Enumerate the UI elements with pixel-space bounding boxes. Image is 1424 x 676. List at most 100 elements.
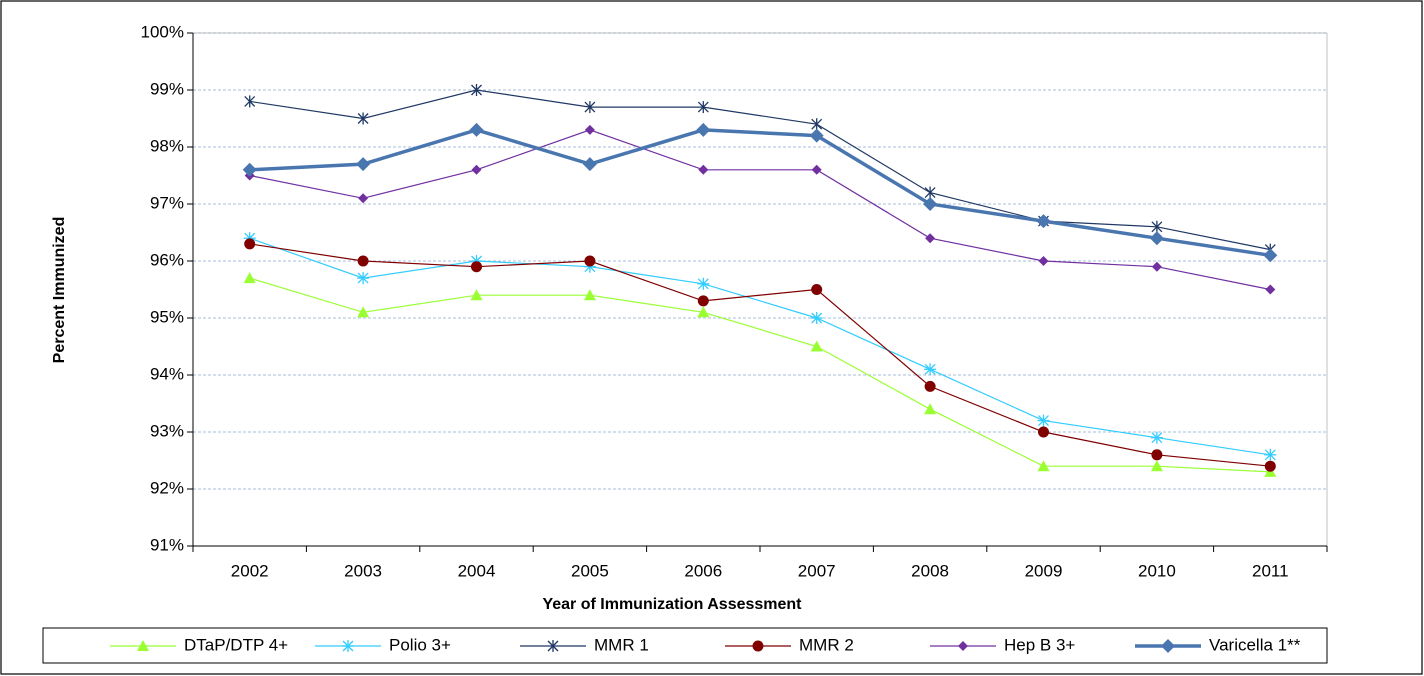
marker (697, 101, 709, 114)
marker-part (697, 306, 710, 318)
x-tick-label: 2002 (231, 561, 269, 580)
x-tick-label: 2010 (1138, 561, 1176, 580)
marker (358, 193, 369, 204)
marker-part (1149, 231, 1164, 246)
marker-part (582, 157, 597, 172)
marker-part (923, 197, 938, 211)
marker (471, 84, 482, 96)
marker-part (1038, 256, 1049, 266)
marker-part (583, 289, 596, 301)
marker (547, 640, 559, 652)
marker (923, 197, 938, 211)
y-tick-label: 100% (141, 22, 184, 41)
x-tick-label: 2003 (344, 561, 382, 580)
series-line (249, 243, 1271, 467)
marker (924, 363, 937, 376)
series-line (249, 129, 1271, 291)
marker (584, 101, 596, 114)
marker (584, 124, 595, 135)
marker (1036, 214, 1051, 229)
x-axis-title: Year of Immunization Assessment (542, 596, 802, 613)
marker-part (1161, 639, 1175, 653)
marker (243, 272, 256, 284)
marker-part (584, 255, 596, 267)
marker (583, 289, 596, 301)
x-tick-label: 2011 (1252, 561, 1289, 580)
marker (1150, 431, 1163, 444)
x-tick-label: 2007 (798, 561, 836, 580)
marker (471, 164, 482, 175)
marker (924, 380, 936, 392)
marker (244, 95, 256, 108)
marker-part (1151, 261, 1162, 272)
marker (811, 164, 822, 175)
marker (137, 640, 149, 651)
marker-part (810, 340, 823, 352)
y-tick-label: 93% (150, 421, 184, 440)
marker (1150, 460, 1163, 472)
marker (1038, 256, 1049, 266)
marker-part (958, 641, 968, 651)
marker-part (469, 122, 484, 137)
marker (242, 162, 257, 177)
marker-part (137, 640, 149, 651)
marker (582, 157, 597, 172)
x-tick-label: 2009 (1025, 561, 1063, 580)
marker (1264, 448, 1277, 461)
legend-label: Polio 3+ (389, 635, 451, 654)
x-tick-label: 2005 (571, 561, 609, 580)
y-tick-label: 94% (150, 364, 184, 383)
legend-label: MMR 1 (594, 635, 649, 654)
marker (924, 186, 936, 199)
marker-part (752, 640, 764, 652)
marker (809, 128, 824, 143)
marker-part (1265, 284, 1276, 295)
series-line (249, 89, 1271, 251)
series-line (249, 237, 1271, 456)
marker (469, 122, 484, 137)
marker (357, 255, 369, 267)
marker (342, 640, 354, 652)
y-tick-label: 95% (150, 307, 184, 326)
marker (1149, 231, 1164, 246)
marker-part (584, 124, 595, 135)
marker-part (924, 380, 936, 392)
marker-part (1264, 460, 1276, 472)
marker-part (1263, 248, 1278, 263)
y-tick-label: 96% (150, 250, 184, 269)
y-axis-title: Percent Immunized (51, 217, 68, 364)
legend-label: Varicella 1** (1209, 635, 1301, 654)
marker (1151, 261, 1162, 272)
series-line (249, 128, 1271, 258)
y-tick-label: 97% (150, 193, 184, 212)
marker-part (242, 162, 257, 177)
marker (810, 312, 823, 324)
marker (696, 122, 711, 137)
marker-part (471, 261, 482, 273)
y-tick-label: 99% (150, 79, 184, 98)
marker (357, 272, 370, 285)
marker-part (697, 295, 709, 307)
marker (470, 289, 483, 301)
marker (1264, 460, 1276, 472)
y-tick-label: 91% (150, 535, 184, 554)
marker (925, 233, 936, 244)
marker-part (243, 272, 256, 284)
y-tick-label: 98% (150, 136, 184, 155)
marker (1037, 460, 1050, 472)
marker-part (471, 164, 482, 175)
marker (1161, 639, 1175, 653)
marker (1037, 414, 1050, 427)
marker-part (470, 289, 483, 301)
marker (697, 306, 710, 318)
marker-part (1038, 426, 1049, 438)
marker (698, 164, 709, 175)
marker (1265, 284, 1276, 295)
marker (1263, 248, 1278, 263)
marker-part (811, 164, 822, 175)
marker-part (358, 193, 369, 204)
marker-part (244, 238, 256, 250)
x-tick-label: 2004 (458, 561, 496, 580)
